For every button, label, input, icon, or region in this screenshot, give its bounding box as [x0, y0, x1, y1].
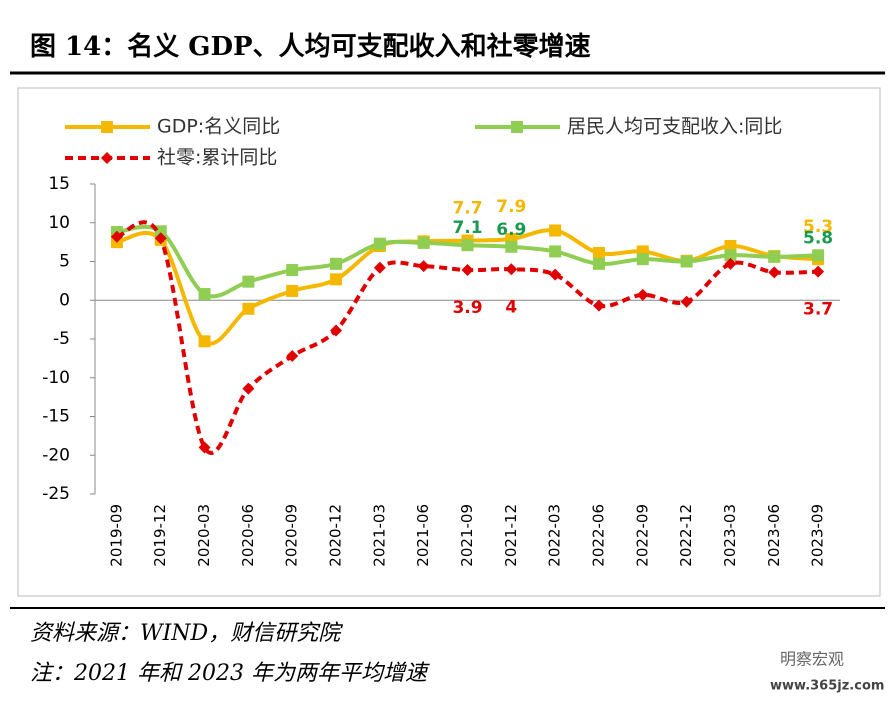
y-tick-label: 0 — [59, 290, 70, 310]
data-label: 3.9 — [452, 298, 482, 318]
marker — [592, 246, 605, 259]
data-label: 7.9 — [496, 197, 526, 217]
x-tick-label: 2019-12 — [151, 504, 169, 567]
marker — [636, 288, 649, 301]
marker — [330, 257, 343, 270]
x-tick-label: 2021-06 — [414, 504, 432, 567]
marker — [549, 224, 562, 237]
x-tick-label: 2021-12 — [502, 504, 520, 567]
data-label: 6.9 — [496, 220, 526, 240]
data-label: 7.7 — [452, 199, 482, 219]
y-tick-label: 5 — [59, 252, 70, 272]
marker — [724, 249, 737, 262]
marker — [242, 302, 255, 315]
x-tick-label: 2023-03 — [721, 504, 739, 567]
marker — [286, 284, 299, 297]
marker — [110, 230, 123, 243]
x-tick-label: 2020-03 — [195, 504, 213, 567]
y-tick-label: -25 — [42, 484, 70, 504]
marker — [724, 257, 737, 270]
marker — [417, 236, 430, 249]
source: 资料来源：WIND，财信研究院 — [30, 621, 343, 646]
data-label: 7.1 — [452, 218, 482, 238]
marker — [154, 232, 167, 245]
data-label: 5.3 — [803, 217, 833, 237]
marker — [505, 263, 518, 276]
x-tick-label: 2020-12 — [327, 504, 345, 567]
marker — [198, 335, 211, 348]
data-label: 3.7 — [803, 300, 833, 320]
marker — [505, 240, 518, 253]
marker — [461, 264, 474, 277]
x-tick-label: 2023-09 — [809, 504, 827, 567]
marker — [101, 121, 113, 133]
note: 注：2021 年和 2023 年为两年平均增速 — [30, 661, 430, 686]
chart-title: 图 14：名义 GDP、人均可支配收入和社零增速 — [30, 31, 591, 62]
marker — [680, 295, 693, 308]
marker — [286, 264, 299, 277]
x-tick-label: 2022-12 — [677, 504, 695, 567]
y-tick-label: -10 — [42, 368, 70, 388]
x-tick-label: 2022-06 — [589, 504, 607, 567]
marker — [373, 261, 386, 274]
y-tick-label: -20 — [42, 445, 70, 465]
marker — [812, 265, 825, 278]
marker — [286, 350, 299, 363]
marker — [330, 324, 343, 337]
marker — [461, 239, 474, 252]
y-tick-label: 10 — [48, 213, 70, 233]
marker — [592, 257, 605, 270]
legend-label: 居民人均可支配收入:同比 — [567, 116, 782, 138]
x-tick-label: 2021-09 — [458, 504, 476, 567]
marker — [101, 152, 113, 164]
marker — [511, 121, 523, 133]
x-tick-label: 2022-09 — [633, 504, 651, 567]
x-tick-label: 2020-06 — [239, 504, 257, 567]
marker — [198, 288, 211, 301]
x-tick-label: 2021-03 — [370, 504, 388, 567]
data-label: 5.8 — [803, 228, 833, 248]
marker — [330, 273, 343, 286]
marker — [592, 299, 605, 312]
legend-label: GDP:名义同比 — [157, 116, 280, 138]
marker — [724, 240, 737, 252]
marker — [198, 441, 211, 454]
marker — [505, 233, 518, 246]
watermark-url: www.365jz.com — [770, 679, 884, 694]
x-tick-label: 2023-06 — [765, 504, 783, 567]
marker — [242, 275, 255, 288]
marker — [636, 245, 649, 258]
watermark: 明察宏观 — [780, 650, 844, 669]
marker — [549, 245, 562, 258]
marker — [154, 225, 167, 238]
marker — [549, 268, 562, 281]
legend-label: 社零:累计同比 — [157, 147, 277, 169]
marker — [636, 253, 649, 266]
marker — [768, 250, 781, 263]
marker — [373, 237, 386, 250]
y-tick-label: -15 — [42, 407, 70, 427]
marker — [768, 266, 781, 279]
x-tick-label: 2019-09 — [107, 504, 125, 567]
data-label: 4 — [505, 297, 517, 317]
marker — [812, 249, 825, 262]
marker — [242, 382, 255, 395]
marker — [680, 255, 693, 268]
plot-frame — [17, 87, 881, 597]
y-tick-label: -5 — [53, 329, 70, 349]
y-tick-label: 15 — [48, 174, 70, 194]
marker — [417, 260, 430, 273]
x-tick-label: 2022-03 — [546, 504, 564, 567]
x-tick-label: 2020-09 — [283, 504, 301, 567]
